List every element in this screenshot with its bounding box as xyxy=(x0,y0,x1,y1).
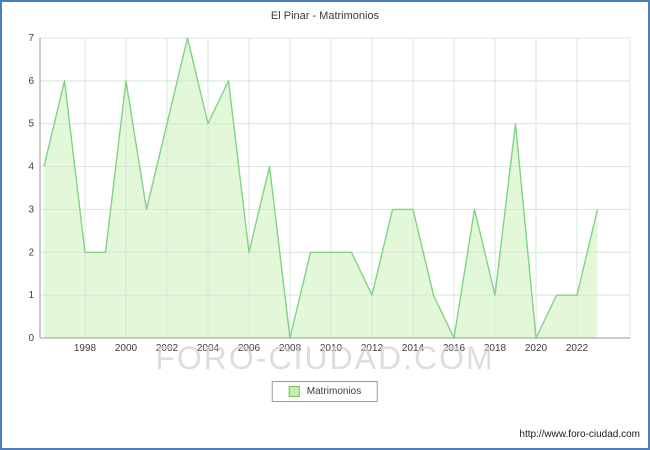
matrimonios-area-chart: 0 1 2 3 4 5 6 7 1998 2000 2002 2004 2006 2008 2010 2012… xyxy=(28,33,631,354)
svg-text:2008: 2008 xyxy=(279,343,302,354)
svg-text:2014: 2014 xyxy=(402,343,425,354)
svg-text:1: 1 xyxy=(28,290,34,301)
svg-text:2018: 2018 xyxy=(484,343,507,354)
svg-text:2016: 2016 xyxy=(443,343,466,354)
legend: Matrimonios xyxy=(271,381,379,402)
legend-label: Matrimonios xyxy=(306,386,362,397)
svg-text:2002: 2002 xyxy=(156,343,179,354)
svg-text:2004: 2004 xyxy=(197,343,220,354)
footer-url: http://www.foro-ciudad.com xyxy=(519,429,640,440)
svg-text:2: 2 xyxy=(28,247,34,258)
svg-text:0: 0 xyxy=(28,333,34,344)
svg-text:2012: 2012 xyxy=(361,343,384,354)
svg-text:7: 7 xyxy=(28,33,34,44)
svg-text:2022: 2022 xyxy=(566,343,589,354)
page-title: El Pinar - Matrimonios xyxy=(270,10,380,22)
svg-text:2020: 2020 xyxy=(525,343,548,354)
svg-text:1998: 1998 xyxy=(74,343,97,354)
svg-text:2000: 2000 xyxy=(115,343,138,354)
svg-text:2010: 2010 xyxy=(320,343,343,354)
svg-text:3: 3 xyxy=(28,204,34,215)
legend-swatch-icon xyxy=(288,386,300,397)
svg-text:6: 6 xyxy=(28,76,34,87)
svg-text:5: 5 xyxy=(28,119,34,130)
svg-text:4: 4 xyxy=(28,162,34,173)
svg-text:2006: 2006 xyxy=(238,343,261,354)
